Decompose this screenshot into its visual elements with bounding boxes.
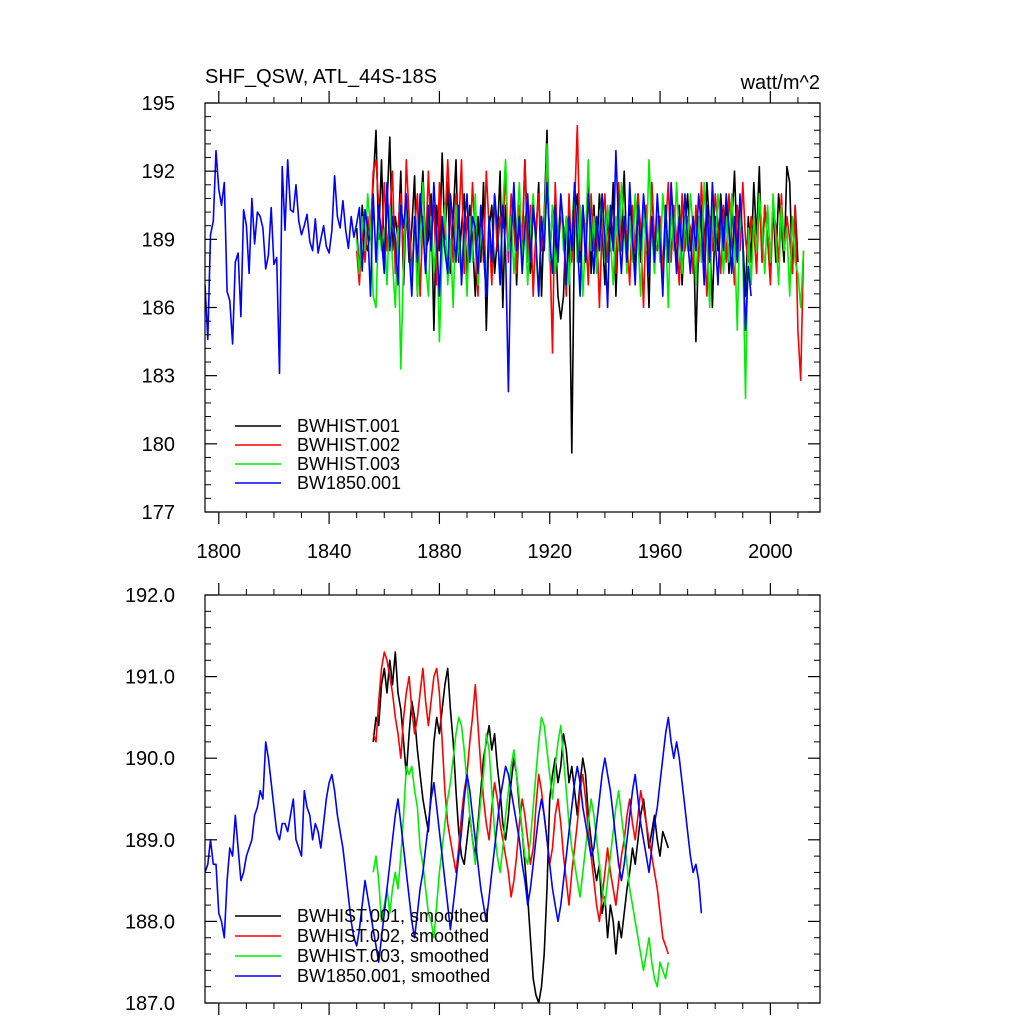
legend-label-0: BWHIST.001, smoothed xyxy=(297,906,489,926)
legend-label-2: BWHIST.003, smoothed xyxy=(297,946,489,966)
series-line-0 xyxy=(355,129,799,454)
y-tick-label: 192 xyxy=(142,161,175,183)
y-tick-label: 180 xyxy=(142,434,175,456)
y-tick-label: 189 xyxy=(142,229,175,251)
x-tick-label: 1920 xyxy=(527,541,572,563)
x-tick-label: 1800 xyxy=(197,541,242,563)
legend-label-0: BWHIST.001 xyxy=(297,416,400,436)
y-tick-label: 190.0 xyxy=(125,748,175,770)
y-tick-label: 177 xyxy=(142,502,175,524)
y-tick-label: 183 xyxy=(142,366,175,388)
y-tick-label: 186 xyxy=(142,298,175,320)
bottom-panel: 187.0 188.0 189.0 190.0 191.0 192.0 BWHIST.001… xyxy=(125,583,821,1015)
legend-label-3: BW1850.001 xyxy=(297,473,401,493)
series-line-3 xyxy=(205,716,703,964)
legend-label-1: BWHIST.002, smoothed xyxy=(297,926,489,946)
series-line-2 xyxy=(355,143,805,400)
series-line-3 xyxy=(205,149,752,393)
x-tick-label: 2000 xyxy=(748,541,793,563)
y-tick-label: 187.0 xyxy=(125,993,175,1015)
chart-title: SHF_QSW, ATL_44S-18S xyxy=(205,66,437,88)
legend-label-2: BWHIST.003 xyxy=(297,454,400,474)
x-tick-label: 1880 xyxy=(417,541,462,563)
units-label: watt/m^2 xyxy=(740,72,820,94)
y-tick-label: 192.0 xyxy=(125,585,175,607)
y-tick-label: 189.0 xyxy=(125,830,175,852)
y-tick-label: 188.0 xyxy=(125,911,175,933)
top-panel: 177 180 183 186 189 192 195 1800 1840 1880 1920 196… xyxy=(142,66,821,563)
y-tick-label: 191.0 xyxy=(125,667,175,689)
plot-frame xyxy=(204,594,821,1004)
legend-label-1: BWHIST.002 xyxy=(297,435,400,455)
x-tick-label: 1840 xyxy=(307,541,352,563)
series-line-2 xyxy=(372,716,670,988)
legend-label-3: BW1850.001, smoothed xyxy=(297,966,490,986)
y-tick-label: 195 xyxy=(142,93,175,115)
x-tick-label: 1960 xyxy=(638,541,683,563)
